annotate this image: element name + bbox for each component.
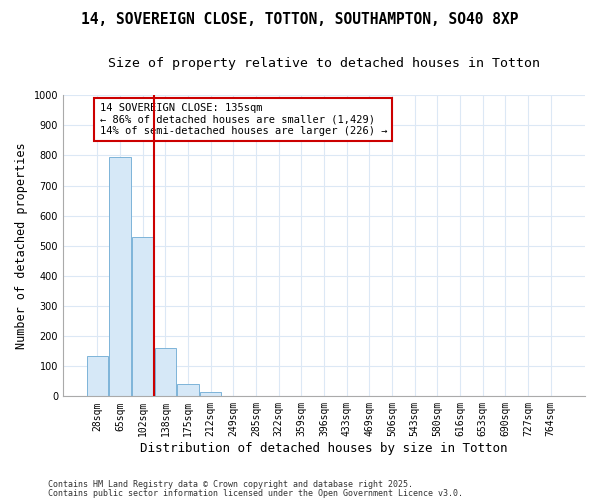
Bar [200,392,221,396]
Y-axis label: Number of detached properties: Number of detached properties [15,142,28,349]
Bar [86,356,108,397]
X-axis label: Distribution of detached houses by size in Totton: Distribution of detached houses by size … [140,442,508,455]
Text: 14 SOVEREIGN CLOSE: 135sqm
← 86% of detached houses are smaller (1,429)
14% of s: 14 SOVEREIGN CLOSE: 135sqm ← 86% of deta… [100,103,387,136]
Title: Size of property relative to detached houses in Totton: Size of property relative to detached ho… [108,58,540,70]
Text: Contains HM Land Registry data © Crown copyright and database right 2025.: Contains HM Land Registry data © Crown c… [48,480,413,489]
Bar [177,384,199,396]
Bar [109,157,131,396]
Bar [155,348,176,397]
Text: 14, SOVEREIGN CLOSE, TOTTON, SOUTHAMPTON, SO40 8XP: 14, SOVEREIGN CLOSE, TOTTON, SOUTHAMPTON… [81,12,519,28]
Text: Contains public sector information licensed under the Open Government Licence v3: Contains public sector information licen… [48,488,463,498]
Bar [132,237,154,396]
